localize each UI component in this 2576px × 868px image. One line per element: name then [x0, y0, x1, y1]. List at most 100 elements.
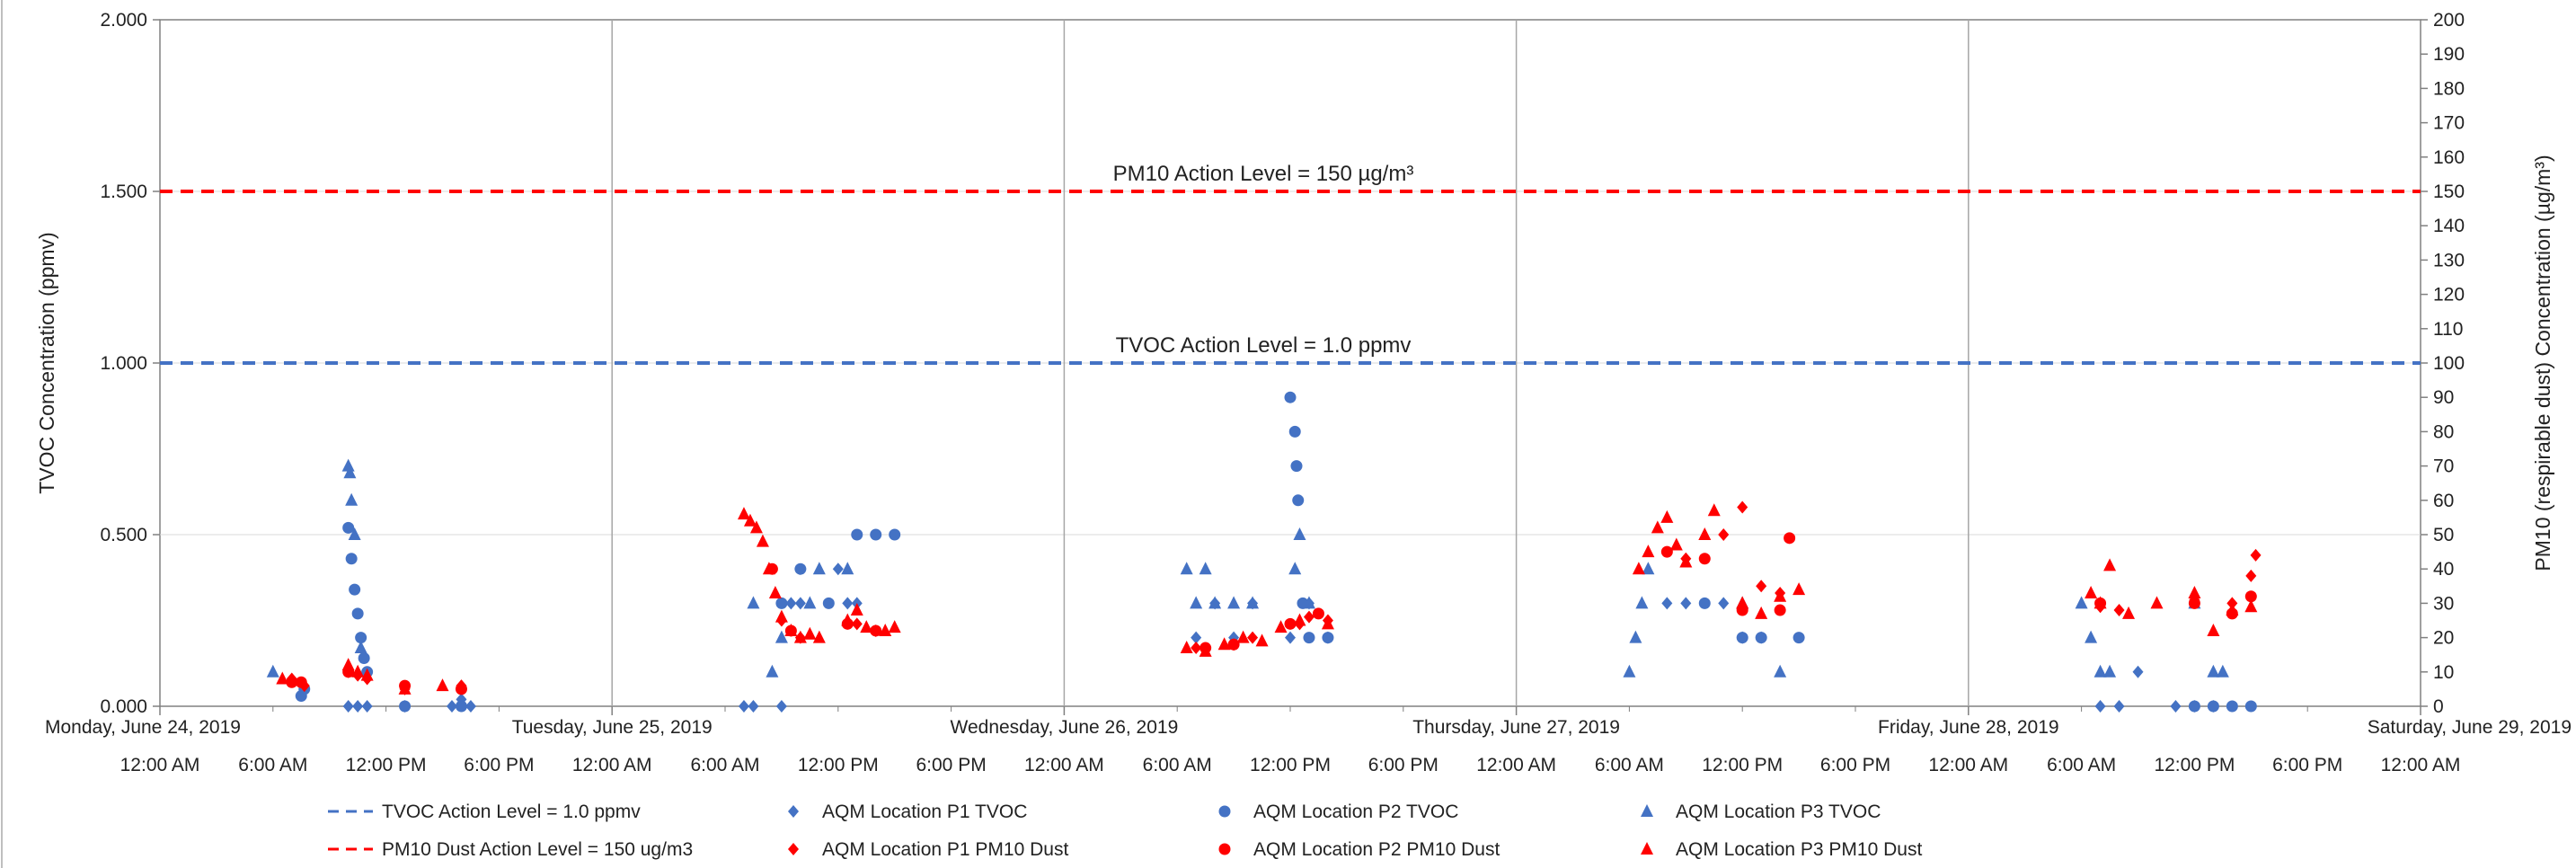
right-tick-label: 200	[2433, 10, 2465, 31]
data-point	[1774, 604, 1786, 616]
legend-marker-key	[1641, 842, 1653, 855]
time-label: 12:00 AM	[572, 755, 652, 775]
data-point	[2245, 569, 2257, 582]
data-point	[785, 597, 797, 610]
data-point	[266, 664, 279, 678]
data-point	[1698, 527, 1712, 540]
time-label: 12:00 PM	[1250, 755, 1331, 775]
data-point	[803, 626, 817, 640]
data-point	[1290, 460, 1303, 473]
legend-label: AQM Location P3 PM10 Dust	[1676, 839, 1922, 860]
right-tick-label: 130	[2433, 250, 2465, 270]
data-point	[1199, 562, 1212, 575]
data-point	[2085, 630, 2098, 643]
time-label: 12:00 AM	[1928, 755, 2008, 775]
right-tick-label: 80	[2433, 421, 2454, 442]
right-axis-title: PM10 (respirable dust) Concentration (µg…	[2531, 155, 2554, 571]
data-point	[2132, 665, 2144, 678]
data-point	[870, 528, 882, 541]
left-tick-label: 2.000	[100, 10, 147, 31]
data-point	[1217, 637, 1231, 651]
data-point	[2094, 596, 2107, 609]
data-point	[2188, 597, 2200, 609]
data-point	[1322, 632, 1334, 644]
data-point	[1246, 596, 1260, 609]
data-point	[2250, 548, 2262, 562]
data-point	[1302, 596, 1315, 609]
right-tick-label: 140	[2433, 216, 2465, 236]
data-point	[1755, 606, 1768, 619]
data-point	[1660, 509, 1674, 523]
data-point	[1191, 631, 1202, 644]
right-tick-label: 60	[2433, 491, 2454, 511]
data-point	[2216, 664, 2229, 678]
data-point	[465, 700, 476, 713]
data-point	[803, 596, 817, 609]
data-point	[851, 617, 863, 631]
data-point	[1312, 607, 1324, 620]
left-tick-label: 0.000	[100, 696, 147, 717]
data-point	[2207, 623, 2220, 636]
time-label: 12:00 AM	[2381, 755, 2461, 775]
legend-marker-key	[788, 805, 799, 818]
data-point	[1774, 664, 1787, 678]
day-label: Thursday, June 27, 2019	[1412, 717, 1620, 738]
data-point	[2188, 585, 2201, 598]
time-label: 12:00 PM	[2154, 755, 2235, 775]
data-point	[1660, 545, 1673, 558]
data-point	[1227, 596, 1241, 609]
time-label: 6:00 PM	[1820, 755, 1890, 775]
legend-marker-key	[1218, 805, 1231, 818]
data-point	[2226, 700, 2238, 713]
day-label: Saturday, June 29, 2019	[2368, 717, 2572, 738]
data-point	[345, 553, 358, 565]
data-point	[1303, 610, 1315, 624]
right-tick-label: 10	[2433, 662, 2454, 683]
data-point	[1227, 638, 1240, 651]
data-point	[455, 683, 467, 695]
data-point	[1632, 562, 1645, 575]
data-point	[812, 562, 826, 575]
time-label: 12:00 AM	[120, 755, 200, 775]
data-point	[793, 630, 807, 643]
data-point	[747, 596, 760, 609]
data-point	[1255, 633, 1269, 647]
data-point	[1288, 562, 1302, 575]
right-tick-label: 30	[2433, 593, 2454, 614]
data-point	[446, 700, 457, 713]
data-point	[399, 700, 412, 713]
right-tick-label: 90	[2433, 387, 2454, 408]
data-point	[295, 676, 307, 688]
data-point	[1698, 553, 1711, 565]
day-label: Tuesday, June 25, 2019	[512, 717, 713, 738]
right-tick-label: 40	[2433, 559, 2454, 580]
day-label: Monday, June 24, 2019	[45, 717, 241, 738]
data-point	[345, 492, 359, 506]
time-label: 12:00 PM	[1702, 755, 1783, 775]
data-point	[354, 641, 367, 654]
right-tick-label: 170	[2433, 113, 2465, 134]
data-point	[775, 630, 788, 643]
data-point	[2188, 700, 2200, 713]
time-label: 6:00 AM	[1143, 755, 1212, 775]
data-point	[286, 676, 298, 688]
data-point	[455, 700, 467, 713]
data-point	[1180, 641, 1193, 654]
data-point	[1755, 632, 1767, 644]
data-point	[2150, 596, 2164, 609]
data-point	[341, 658, 355, 671]
data-point	[2244, 700, 2257, 713]
legend-marker-key	[788, 843, 799, 855]
data-point	[1793, 582, 1806, 596]
data-point	[841, 562, 854, 575]
right-tick-label: 100	[2433, 353, 2465, 374]
right-tick-label: 0	[2433, 696, 2444, 717]
data-point	[1707, 503, 1721, 517]
legend-label: AQM Location P3 TVOC	[1676, 802, 1881, 822]
data-point	[794, 597, 806, 610]
data-point	[1642, 545, 1655, 558]
time-label: 6:00 PM	[464, 755, 534, 775]
right-tick-label: 180	[2433, 78, 2465, 99]
data-point	[743, 513, 757, 527]
